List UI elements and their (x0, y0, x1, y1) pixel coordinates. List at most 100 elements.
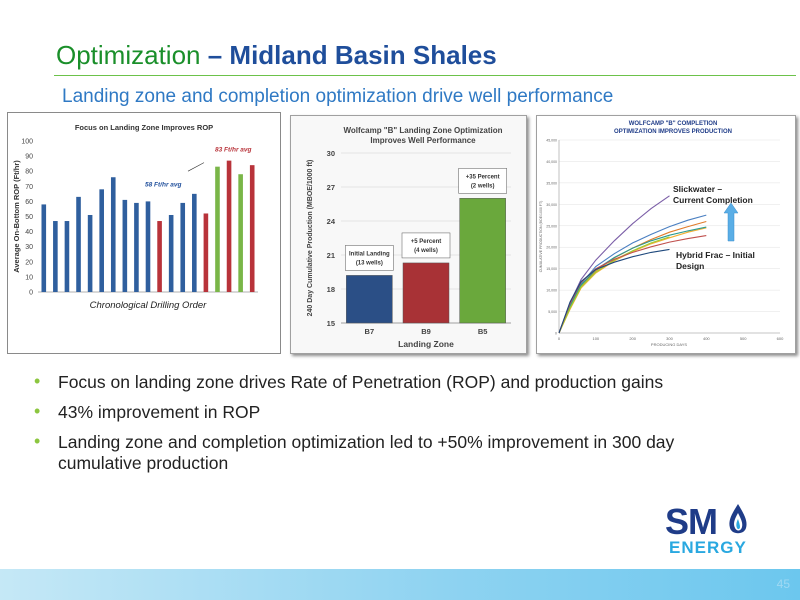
y-axis-label: Average On-Bottom ROP (Ft/hr) (12, 160, 21, 273)
title-plain: Optimization (56, 40, 201, 70)
rop-bar (145, 201, 151, 292)
rop-bar (226, 160, 232, 292)
bar-label-line2: (2 wells) (471, 183, 495, 189)
bullet-dot-icon: • (34, 371, 41, 391)
landing-zone-bar-chart: Wolfcamp "B" Landing Zone OptimizationIm… (291, 116, 526, 353)
bullet-text: 43% improvement in ROP (58, 402, 261, 422)
rop-bar (215, 166, 220, 292)
rop-bar (238, 174, 243, 292)
production-series-line (558, 235, 707, 334)
rop-bar (168, 214, 174, 292)
annotation-slickwater-line1: Slickwater – (673, 184, 722, 194)
x-tick-label: B5 (478, 327, 488, 336)
completion-line-chart: WOLFCAMP "B" COMPLETION OPTIMIZATION IMPR… (539, 121, 784, 347)
y-tick-label: 20,000 (546, 246, 557, 250)
landing-zone-bar (459, 198, 506, 324)
rop-bar (249, 165, 255, 292)
landing-zone-bar (402, 262, 450, 324)
bar-label-line1: +5 Percent (411, 239, 442, 245)
x-tick-label: 200 (629, 336, 636, 341)
x-tick-label: B9 (421, 327, 431, 336)
annotation-hybrid-line2: Design (676, 261, 704, 271)
sm-energy-logo: SM ENERGY (663, 501, 773, 560)
y-tick-label: 30 (25, 244, 33, 251)
y-tick-label: 0 (555, 332, 557, 336)
y-tick-label: 60 (25, 199, 33, 206)
x-axis-label: Landing Zone (398, 339, 454, 349)
bullet-dot-icon: • (34, 401, 41, 421)
y-tick-label: 100 (21, 139, 33, 146)
bar-label-line2: (4 wells) (414, 248, 438, 254)
annotation-low-avg: 58 Ft/hr avg (145, 181, 182, 188)
page-title: Optimization – Midland Basin Shales (56, 40, 497, 71)
y-tick-label: 15 (327, 319, 335, 328)
rop-bar (134, 202, 139, 292)
production-series-line (558, 220, 707, 334)
y-tick-label: 27 (327, 183, 335, 192)
bullet-text: Focus on landing zone drives Rate of Pen… (58, 372, 664, 392)
rop-bar (122, 199, 128, 292)
annotation-high-avg: 83 Ft/hr avg (215, 147, 252, 154)
chart-title-line2: Improves Well Performance (370, 136, 476, 145)
bar-label-box (345, 245, 394, 271)
y-tick-label: 35,000 (546, 181, 557, 185)
title-rule (54, 75, 796, 76)
rop-bar (87, 214, 93, 292)
x-tick-label: 400 (703, 336, 710, 341)
landing-zone-bar (346, 275, 393, 324)
x-tick-label: B7 (365, 327, 375, 336)
up-arrow-icon (723, 202, 739, 242)
chart-title-line2: OPTIMIZATION IMPROVES PRODUCTION (614, 129, 732, 135)
production-series-line (558, 236, 670, 334)
annotation-leader (187, 162, 205, 172)
x-axis-label: PRODUCING DAYS (651, 342, 687, 347)
rop-bar (110, 177, 116, 292)
rop-bar-chart: Focus on Landing Zone Improves ROP 0 10 20 3… (12, 123, 258, 311)
rop-bar (99, 189, 104, 292)
y-tick-label: 40 (25, 229, 33, 236)
logo-energy-text: ENERGY (669, 538, 747, 557)
y-tick-label: 24 (327, 217, 336, 226)
y-tick-label: 40,000 (546, 160, 557, 164)
y-tick-label: 45,000 (546, 139, 557, 143)
x-tick-label: 0 (558, 336, 561, 341)
production-series-line (558, 226, 707, 334)
y-axis-label: CUMULATIVE PRODUCTION (BOE/1000 FT) (539, 201, 543, 273)
y-axis-label: 240 Day Cumulative Production (MBOE/1000… (307, 160, 314, 317)
bar-label-line2: (13 wells) (356, 260, 383, 266)
rop-bar (76, 196, 81, 292)
rop-bar (53, 221, 58, 292)
title-dash: – (200, 40, 230, 70)
bar-label-box (458, 168, 507, 194)
production-series-line (558, 248, 670, 334)
bar-label-box (401, 232, 451, 259)
y-tick-label: 15,000 (546, 267, 557, 271)
chart-title: Focus on Landing Zone Improves ROP (75, 123, 213, 132)
logo-sm-text: SM (665, 501, 718, 542)
bar-label-line1: +35 Percent (466, 174, 500, 180)
x-tick-label: 300 (666, 336, 673, 341)
bullet-item: • Landing zone and completion optimizatio… (34, 431, 754, 474)
y-tick-label: 70 (25, 184, 33, 191)
bullet-list: • Focus on landing zone drives Rate of Pe… (34, 371, 754, 483)
y-tick-label: 10,000 (546, 289, 557, 293)
bar-label-line1: Initial Landing (349, 251, 390, 257)
y-tick-label: 21 (327, 251, 335, 260)
production-series-line (558, 214, 707, 334)
y-tick-label: 20 (25, 259, 33, 266)
chart-title-line1: Wolfcamp "B" Landing Zone Optimization (344, 126, 503, 135)
y-tick-label: 30 (327, 149, 335, 158)
annotation-slickwater-line2: Current Completion (673, 195, 753, 205)
rop-bar (203, 213, 209, 292)
y-tick-label: 25,000 (546, 224, 557, 228)
flame-icon (729, 504, 747, 534)
completion-chart-panel: WOLFCAMP "B" COMPLETION OPTIMIZATION IMPR… (536, 115, 796, 354)
rop-bar (41, 204, 47, 292)
rop-bar (192, 193, 197, 292)
chart-title-line1: WOLFCAMP "B" COMPLETION (629, 121, 718, 127)
bullet-item: • Focus on landing zone drives Rate of Pe… (34, 371, 754, 393)
y-tick-label: 0 (29, 290, 33, 297)
x-axis-label: Chronological Drilling Order (90, 300, 208, 311)
y-tick-label: 80 (25, 169, 33, 176)
x-tick-label: 500 (740, 336, 747, 341)
